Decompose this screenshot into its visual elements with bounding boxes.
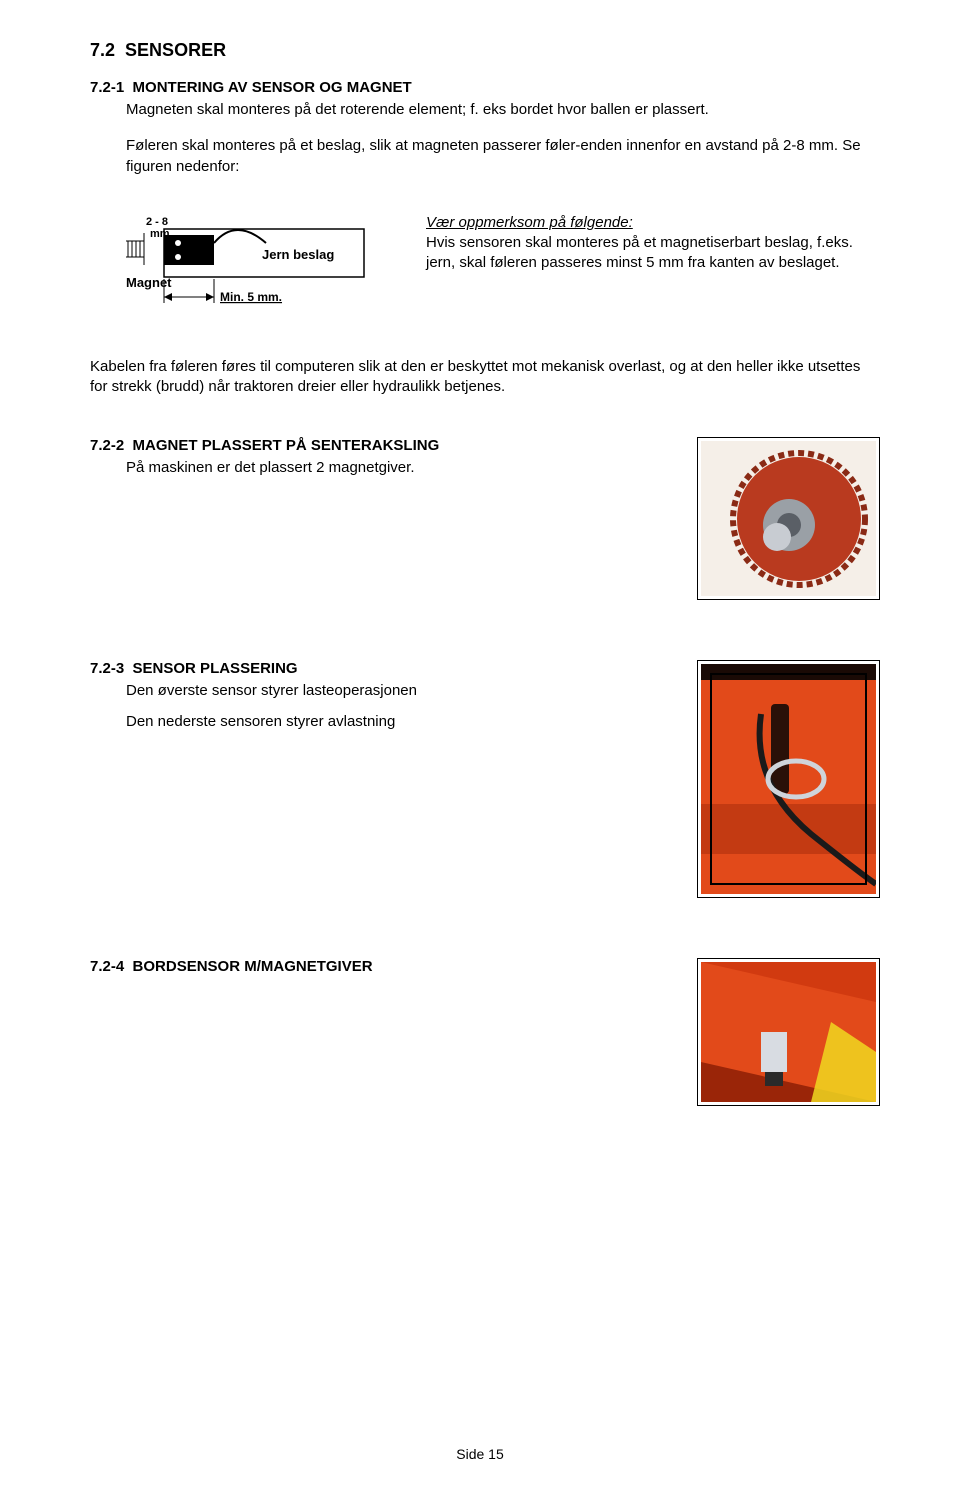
p-after-diagram: Kabelen fra føleren føres til computeren…	[90, 357, 880, 398]
section-heading: 7.2 SENSORER	[90, 40, 880, 61]
section-number: 7.2	[90, 40, 115, 60]
sub3-l2: Den nederste sensoren styrer avlastning	[90, 712, 677, 732]
subsection-4: 7.2-4 BORDSENSOR M/MAGNETGIVER	[90, 958, 880, 1106]
note-body: Hvis sensoren skal monteres på et magnet…	[426, 234, 853, 271]
sub1-p1: Magneten skal monteres på det roterende …	[90, 100, 880, 120]
subsection-1: 7.2-1 MONTERING AV SENSOR OG MAGNET Magn…	[90, 79, 880, 397]
subsection-2: 7.2-2 MAGNET PLASSERT PÅ SENTERAKSLING P…	[90, 437, 880, 600]
diagram-jern-label: Jern beslag	[262, 247, 334, 262]
sub2-heading: 7.2-2 MAGNET PLASSERT PÅ SENTERAKSLING	[90, 437, 677, 454]
image-bordsensor	[697, 958, 880, 1106]
sub4-heading: 7.2-4 BORDSENSOR M/MAGNETGIVER	[90, 958, 677, 975]
sub1-heading: 7.2-1 MONTERING AV SENSOR OG MAGNET	[90, 79, 880, 96]
diagram-magnet-label: Magnet	[126, 275, 172, 290]
diagram-mm-range: 2 - 8	[146, 216, 168, 228]
sub3-heading: 7.2-3 SENSOR PLASSERING	[90, 660, 677, 677]
sub2-body: På maskinen er det plassert 2 magnetgive…	[90, 458, 677, 478]
image-sensor-frame	[697, 660, 880, 898]
diagram-min-label: Min. 5 mm.	[220, 290, 282, 304]
note-title: Vær oppmerksom på følgende:	[426, 214, 633, 231]
image-sprocket	[697, 437, 880, 600]
page-footer: Side 15	[0, 1446, 960, 1462]
subsection-3: 7.2-3 SENSOR PLASSERING Den øverste sens…	[90, 660, 880, 898]
diagram-row: 2 - 8 mm Jern beslag Magnet	[90, 207, 880, 327]
section-title: SENSORER	[125, 40, 226, 60]
sub3-l1: Den øverste sensor styrer lasteoperasjon…	[90, 681, 677, 701]
sensor-diagram: 2 - 8 mm Jern beslag Magnet	[126, 207, 386, 327]
sub1-p2: Føleren skal monteres på et beslag, slik…	[90, 136, 880, 177]
note-box: Vær oppmerksom på følgende: Hvis sensore…	[426, 207, 880, 274]
